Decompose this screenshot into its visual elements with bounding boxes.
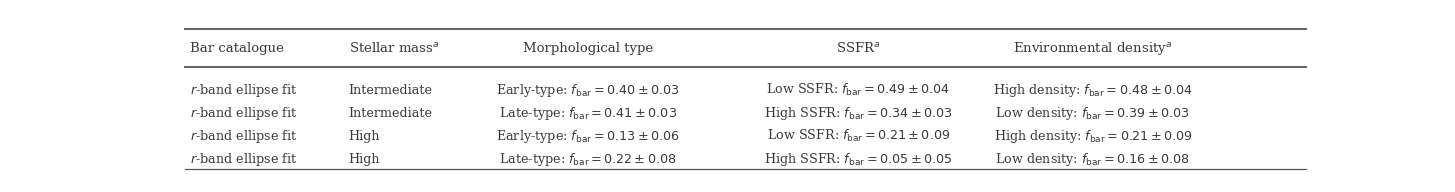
Text: Low density: $f_{\rm bar} = 0.39 \pm 0.03$: Low density: $f_{\rm bar} = 0.39 \pm 0.0…: [995, 105, 1190, 122]
Text: $r$-band ellipse fit: $r$-band ellipse fit: [189, 105, 297, 122]
Text: High SSFR: $f_{\rm bar} = 0.34 \pm 0.03$: High SSFR: $f_{\rm bar} = 0.34 \pm 0.03$: [764, 105, 953, 122]
Text: Stellar mass$^{a}$: Stellar mass$^{a}$: [349, 41, 439, 55]
Text: Low density: $f_{\rm bar} = 0.16 \pm 0.08$: Low density: $f_{\rm bar} = 0.16 \pm 0.0…: [995, 151, 1190, 168]
Text: Intermediate: Intermediate: [349, 84, 432, 97]
Text: Low SSFR: $f_{\rm bar} = 0.21 \pm 0.09$: Low SSFR: $f_{\rm bar} = 0.21 \pm 0.09$: [767, 128, 950, 144]
Text: $r$-band ellipse fit: $r$-band ellipse fit: [189, 151, 297, 168]
Text: Early-type: $f_{\rm bar} = 0.13 \pm 0.06$: Early-type: $f_{\rm bar} = 0.13 \pm 0.06…: [496, 128, 679, 145]
Text: Early-type: $f_{\rm bar} = 0.40 \pm 0.03$: Early-type: $f_{\rm bar} = 0.40 \pm 0.03…: [496, 82, 679, 99]
Text: $r$-band ellipse fit: $r$-band ellipse fit: [189, 128, 297, 145]
Text: Morphological type: Morphological type: [522, 42, 653, 55]
Text: Intermediate: Intermediate: [349, 107, 432, 120]
Text: Low SSFR: $f_{\rm bar} = 0.49 \pm 0.04$: Low SSFR: $f_{\rm bar} = 0.49 \pm 0.04$: [767, 82, 950, 98]
Text: SSFR$^{a}$: SSFR$^{a}$: [837, 41, 880, 55]
Text: Environmental density$^{a}$: Environmental density$^{a}$: [1013, 40, 1173, 57]
Text: High: High: [349, 153, 380, 166]
Text: High: High: [349, 130, 380, 143]
Text: Late-type: $f_{\rm bar} = 0.22 \pm 0.08$: Late-type: $f_{\rm bar} = 0.22 \pm 0.08$: [499, 151, 677, 168]
Text: High density: $f_{\rm bar} = 0.48 \pm 0.04$: High density: $f_{\rm bar} = 0.48 \pm 0.…: [994, 82, 1193, 99]
Text: Late-type: $f_{\rm bar} = 0.41 \pm 0.03$: Late-type: $f_{\rm bar} = 0.41 \pm 0.03$: [499, 105, 677, 122]
Text: High density: $f_{\rm bar} = 0.21 \pm 0.09$: High density: $f_{\rm bar} = 0.21 \pm 0.…: [994, 128, 1193, 145]
Text: Bar catalogue: Bar catalogue: [189, 42, 284, 55]
Text: High SSFR: $f_{\rm bar} = 0.05 \pm 0.05$: High SSFR: $f_{\rm bar} = 0.05 \pm 0.05$: [764, 151, 953, 168]
Text: $r$-band ellipse fit: $r$-band ellipse fit: [189, 82, 297, 99]
